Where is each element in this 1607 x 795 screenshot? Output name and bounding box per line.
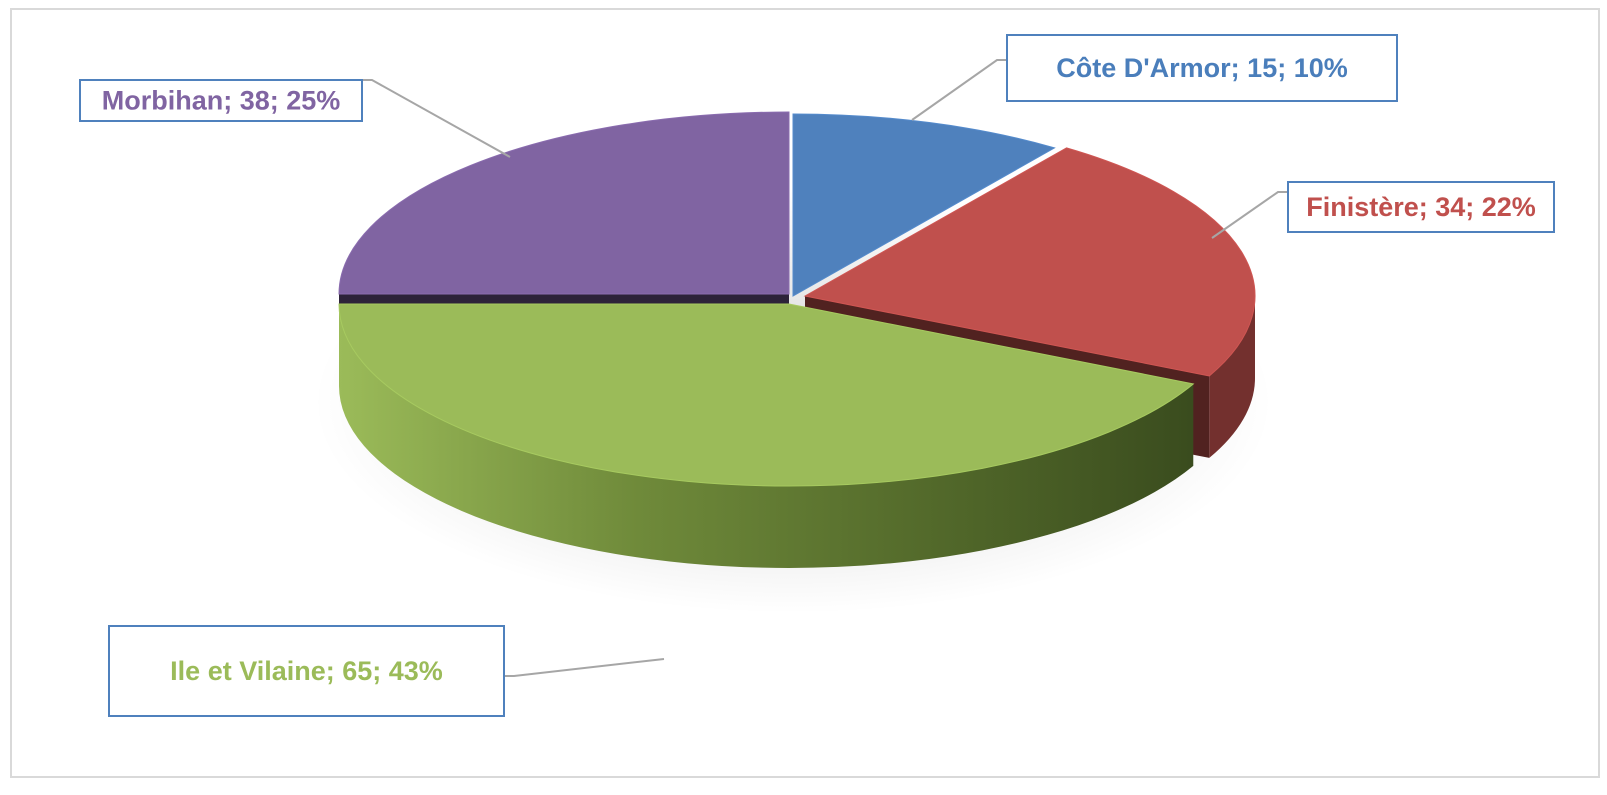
pie-slice-0 bbox=[792, 113, 1056, 297]
data-label-box-1 bbox=[1287, 181, 1555, 233]
leader-line-0 bbox=[911, 59, 1007, 121]
data-label-box-3 bbox=[79, 79, 363, 122]
leader-line-1 bbox=[1211, 191, 1288, 239]
pie-slice-1 bbox=[803, 147, 1256, 377]
data-label-3: Morbihan; 38; 25% bbox=[102, 86, 341, 116]
pie-cut-3 bbox=[339, 294, 789, 304]
pie-side-2 bbox=[339, 304, 1194, 569]
pie-slice-3 bbox=[338, 111, 790, 295]
pie-slice-2 bbox=[338, 303, 1195, 487]
data-label-box-2 bbox=[108, 625, 505, 717]
data-label-box-0 bbox=[1006, 34, 1398, 102]
leader-line-2 bbox=[504, 658, 665, 677]
pie-side-1 bbox=[1209, 296, 1255, 458]
leader-line-3 bbox=[362, 79, 511, 158]
data-label-2: Ile et Vilaine; 65; 43% bbox=[170, 656, 443, 686]
data-label-1: Finistère; 34; 22% bbox=[1306, 192, 1536, 222]
data-label-0: Côte D'Armor; 15; 10% bbox=[1056, 53, 1348, 83]
